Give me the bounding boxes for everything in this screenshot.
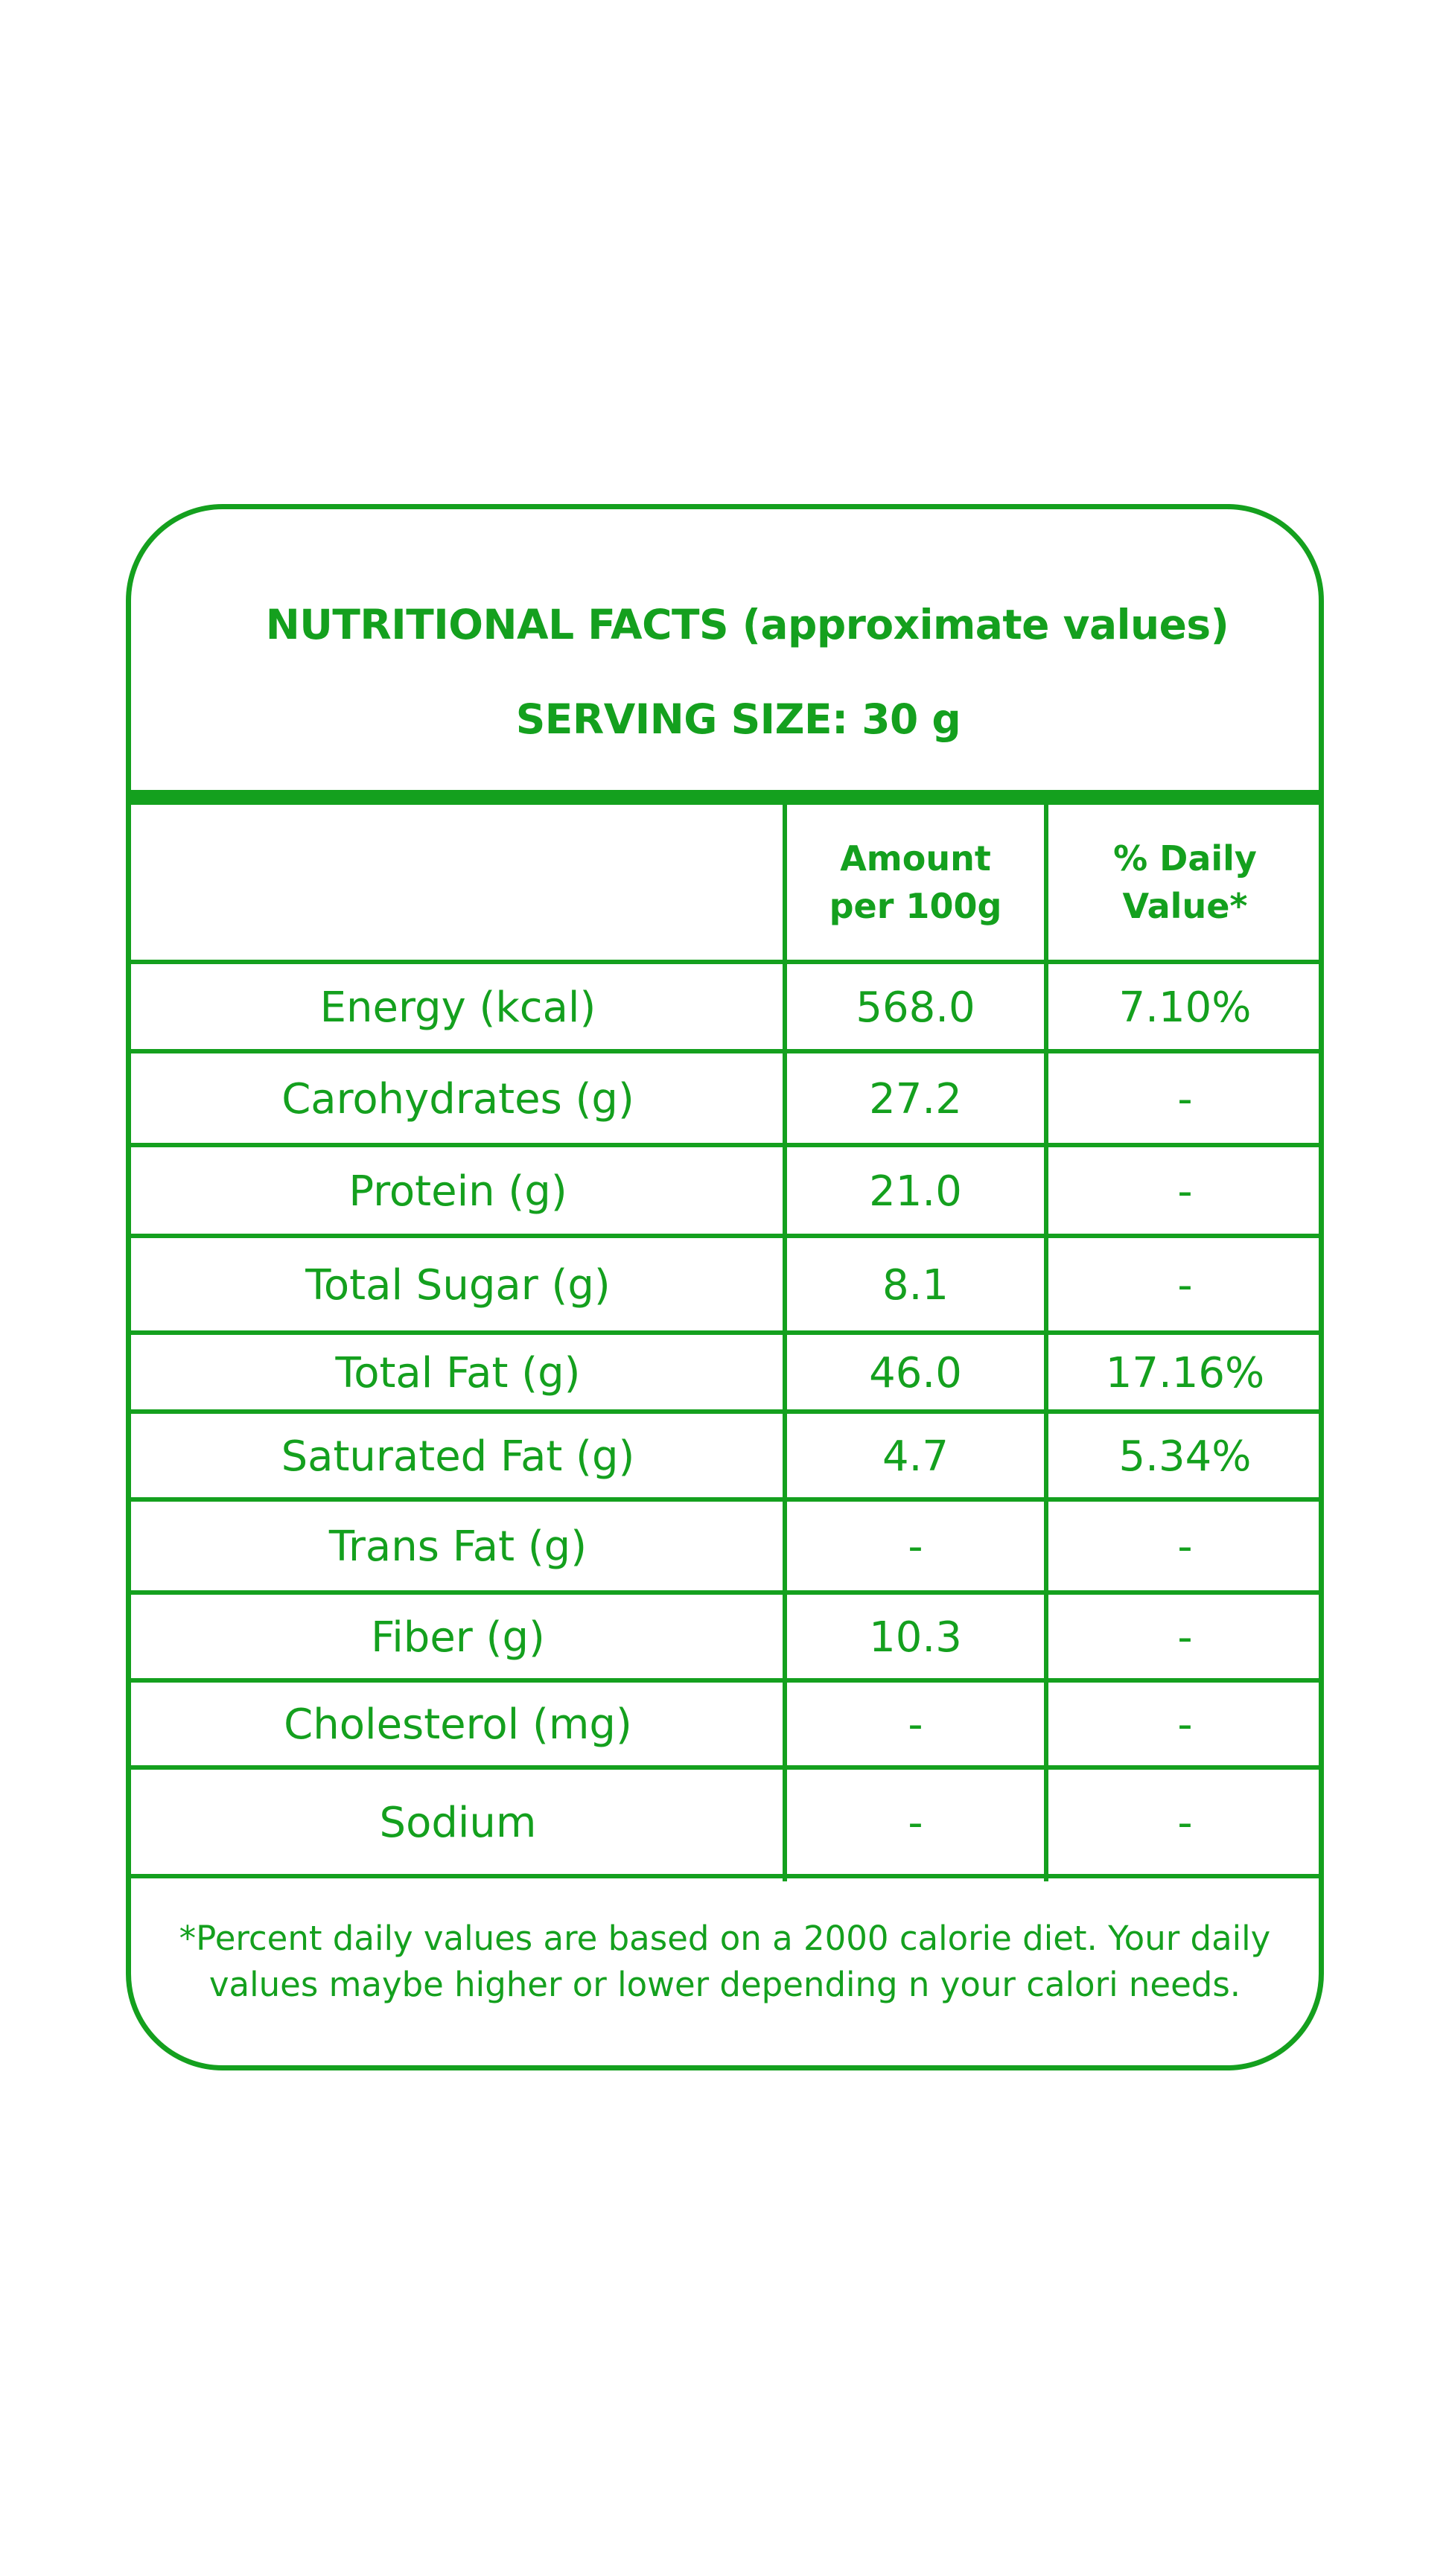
daily-value-cell: - [1177,1798,1193,1847]
footnote: *Percent daily values are based on a 200… [179,1919,1271,2004]
nutrient-name-cell: Sodium [379,1798,537,1847]
table-row-divider [131,960,1319,964]
table-row-divider [131,1874,1319,1878]
column-header-amount: Amount per 100g [829,838,1002,926]
daily-value-cell: - [1177,1167,1193,1216]
amount-cell: 10.3 [869,1613,962,1662]
daily-value-cell: 7.10% [1118,983,1252,1032]
amount-cell: - [908,1523,923,1572]
daily-value-cell: - [1177,1613,1193,1662]
table-row-divider [131,1590,1319,1595]
table-row-divider [131,1330,1319,1335]
amount-cell: 568.0 [856,983,975,1032]
amount-cell: 8.1 [882,1260,949,1310]
daily-value-cell: 17.16% [1105,1348,1265,1397]
daily-value-cell: 5.34% [1118,1432,1252,1481]
panel-title: NUTRITIONAL FACTS (approximate values) [265,601,1229,648]
table-column-divider [1044,805,1048,1881]
column-header-nutrient [133,805,783,960]
nutrient-name-cell: Carohydrates (g) [281,1074,634,1123]
nutrient-name-cell: Total Fat (g) [335,1348,581,1397]
nutrient-name-cell: Saturated Fat (g) [281,1432,635,1481]
column-header-daily-value: % Daily Value* [1113,838,1257,926]
nutrient-name-cell: Fiber (g) [371,1613,545,1662]
daily-value-cell: - [1177,1260,1193,1310]
daily-value-cell: - [1177,1523,1193,1572]
table-row-divider [131,1143,1319,1147]
table-row-divider [131,1765,1319,1770]
amount-cell: - [908,1798,923,1847]
amount-cell: 21.0 [869,1167,962,1216]
amount-cell: 27.2 [869,1074,962,1123]
table-column-divider [783,805,787,1881]
daily-value-cell: - [1177,1700,1193,1750]
amount-cell: - [908,1700,923,1750]
table-row-divider [131,1497,1319,1502]
amount-cell: 4.7 [882,1432,949,1481]
daily-value-cell: - [1177,1074,1193,1123]
table-row-divider [131,1409,1319,1414]
header-divider [131,790,1319,805]
nutrient-name-cell: Cholesterol (mg) [284,1700,632,1750]
amount-cell: 46.0 [869,1348,962,1397]
table-row-divider [131,1234,1319,1238]
table-row-divider [131,1049,1319,1053]
nutrient-name-cell: Protein (g) [348,1167,567,1216]
nutrient-name-cell: Trans Fat (g) [328,1523,587,1572]
serving-size: SERVING SIZE: 30 g [515,695,961,743]
table-row-divider [131,1678,1319,1683]
nutrient-name-cell: Total Sugar (g) [305,1260,611,1310]
nutrient-name-cell: Energy (kcal) [319,983,596,1032]
nutrition-facts-panel: NUTRITIONAL FACTS (approximate values) S… [126,504,1324,2070]
